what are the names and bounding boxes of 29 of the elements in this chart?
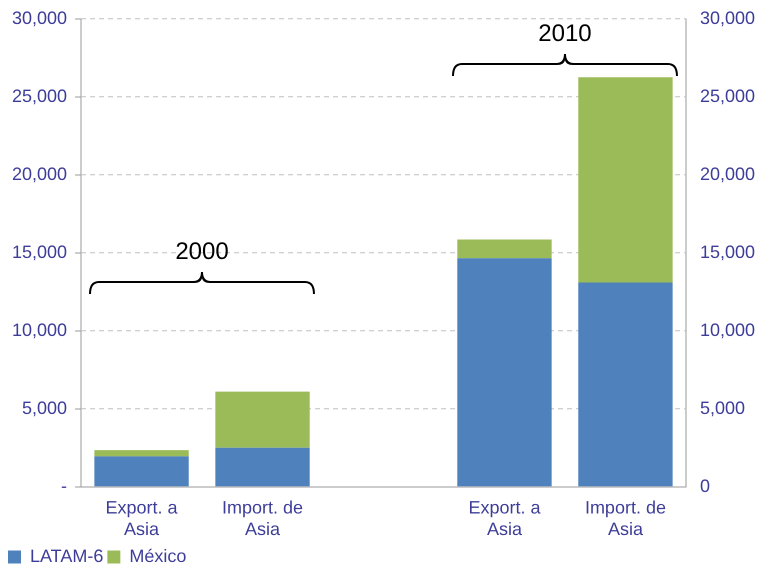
x-tick-label: Import. de Asia xyxy=(222,498,304,540)
bar xyxy=(457,258,552,486)
y2-tick-label: 30,000 xyxy=(700,8,756,28)
y-tick-label: 15,000 xyxy=(12,242,68,262)
annotation: 2010 xyxy=(538,20,592,48)
bar xyxy=(94,450,189,456)
x-tick-label: Import. de Asia xyxy=(584,498,666,540)
bar xyxy=(578,282,673,486)
y2-tick-label: 10,000 xyxy=(700,320,756,340)
y-tick-label: - xyxy=(61,476,68,496)
y-tick-label: 5,000 xyxy=(22,398,68,418)
legend-label: México xyxy=(129,546,186,566)
y-tick-label: 20,000 xyxy=(12,164,68,184)
y2-tick-label: 0 xyxy=(700,476,710,496)
annotation: 2000 xyxy=(175,238,229,266)
y2-tick-label: 5,000 xyxy=(700,398,745,418)
y-tick-label: 10,000 xyxy=(12,320,68,340)
bar xyxy=(457,240,552,258)
y-tick-label: 25,000 xyxy=(12,86,68,106)
y2-tick-label: 15,000 xyxy=(700,242,756,262)
x-tick-label: Export. a Asia xyxy=(468,498,542,540)
y2-tick-label: 20,000 xyxy=(700,164,756,184)
bar xyxy=(94,456,189,486)
bar xyxy=(215,448,310,486)
y2-tick-label: 25,000 xyxy=(700,86,756,106)
y-tick-label: 30,000 xyxy=(12,8,68,28)
bar xyxy=(215,392,310,448)
x-tick-label: Export. a Asia xyxy=(106,498,179,540)
legend-label: LATAM-6 xyxy=(30,546,104,566)
